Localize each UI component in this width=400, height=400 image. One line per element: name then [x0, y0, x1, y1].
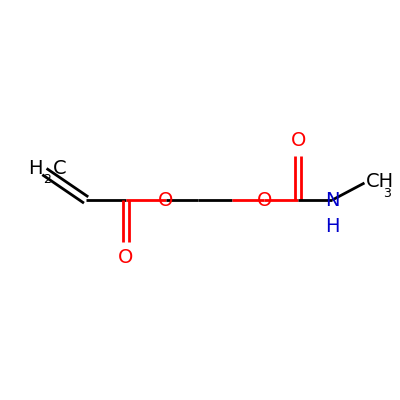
Text: O: O: [118, 248, 134, 268]
Text: CH: CH: [366, 172, 394, 190]
Text: O: O: [158, 190, 173, 210]
Text: N: N: [325, 190, 340, 210]
Text: O: O: [290, 131, 306, 150]
Text: C: C: [53, 159, 66, 178]
Text: H: H: [325, 217, 340, 236]
Text: O: O: [256, 190, 272, 210]
Text: H: H: [28, 159, 42, 178]
Text: 2: 2: [43, 174, 51, 186]
Text: 3: 3: [383, 187, 391, 200]
